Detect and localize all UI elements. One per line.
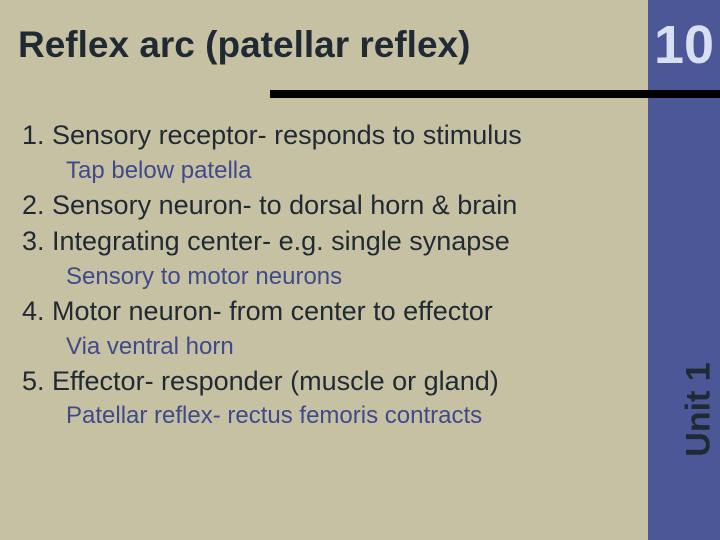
slide: Reflex arc (patellar reflex) 1. Sensory … (0, 0, 720, 540)
slide-number: 10 (654, 14, 714, 76)
list-item-2: 2. Sensory neuron- to dorsal horn & brai… (22, 188, 634, 223)
divider-line (270, 90, 720, 98)
side-area: 10 (648, 0, 720, 540)
number-cell: 10 (648, 0, 720, 90)
list-item-5: 5. Effector- responder (muscle or gland) (22, 364, 634, 399)
list-subitem-1: Tap below patella (22, 155, 634, 186)
list-subitem-4: Via ventral horn (22, 331, 634, 362)
list-item-1: 1. Sensory receptor- responds to stimulu… (22, 118, 634, 153)
title-cell: Reflex arc (patellar reflex) (0, 0, 648, 90)
list-subitem-3: Sensory to motor neurons (22, 261, 634, 292)
content-list: 1. Sensory receptor- responds to stimulu… (0, 90, 648, 431)
slide-title: Reflex arc (patellar reflex) (18, 24, 470, 66)
unit-label: Unit 1 (680, 362, 719, 456)
list-subitem-5: Patellar reflex- rectus femoris contract… (22, 400, 634, 431)
main-area: Reflex arc (patellar reflex) 1. Sensory … (0, 0, 648, 540)
list-item-4: 4. Motor neuron- from center to effector (22, 294, 634, 329)
list-item-3: 3. Integrating center- e.g. single synap… (22, 224, 634, 259)
